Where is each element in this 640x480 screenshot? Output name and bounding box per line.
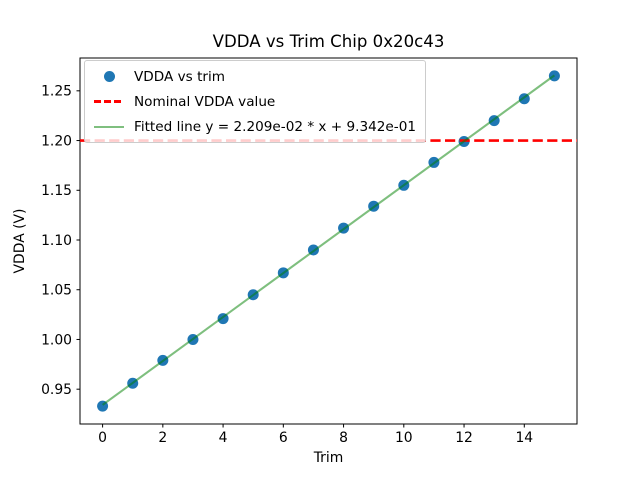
chart-title: VDDA vs Trim Chip 0x20c43 bbox=[213, 32, 445, 51]
legend-label-nominal: Nominal VDDA value bbox=[134, 93, 276, 110]
scatter-marker-icon bbox=[94, 71, 124, 82]
legend-label-scatter: VDDA vs trim bbox=[134, 68, 226, 85]
x-tick-label: 6 bbox=[279, 430, 288, 446]
legend-label-fitted: Fitted line y = 2.209e-02 * x + 9.342e-0… bbox=[134, 118, 416, 135]
y-tick-label: 0.95 bbox=[41, 382, 72, 398]
plot-border bbox=[79, 57, 578, 425]
x-tick-label: 12 bbox=[455, 430, 473, 446]
solid-line-icon bbox=[94, 125, 124, 128]
y-tick-label: 1.10 bbox=[41, 233, 72, 249]
y-tick-label: 1.25 bbox=[41, 84, 72, 100]
x-tick-label: 2 bbox=[158, 430, 167, 446]
y-tick-label: 1.00 bbox=[41, 332, 72, 348]
x-tick-label: 0 bbox=[98, 430, 107, 446]
y-tick-label: 1.20 bbox=[41, 133, 72, 149]
legend: VDDA vs trim Nominal VDDA value Fitted l… bbox=[84, 60, 426, 143]
legend-entry-nominal-line: Nominal VDDA value bbox=[94, 91, 416, 112]
axes-layer: 0 2 4 6 8 10 12 14 0.95 1.00 1.05 1.10 1.15 1.20 1.25 bbox=[41, 57, 578, 446]
legend-entry-scatter: VDDA vs trim bbox=[94, 66, 416, 87]
x-tick-label: 14 bbox=[515, 430, 533, 446]
y-axis-label: VDDA (V) bbox=[12, 209, 28, 274]
fitted-line bbox=[101, 74, 556, 406]
x-tick-label: 8 bbox=[339, 430, 348, 446]
legend-entry-fitted-line: Fitted line y = 2.209e-02 * x + 9.342e-0… bbox=[94, 116, 416, 137]
x-axis-label: Trim bbox=[313, 450, 344, 466]
dashed-line-icon bbox=[94, 100, 124, 103]
y-tick-label: 1.15 bbox=[41, 183, 72, 199]
y-tick-label: 1.05 bbox=[41, 283, 72, 299]
x-tick-label: 4 bbox=[219, 430, 228, 446]
x-tick-label: 10 bbox=[395, 430, 413, 446]
